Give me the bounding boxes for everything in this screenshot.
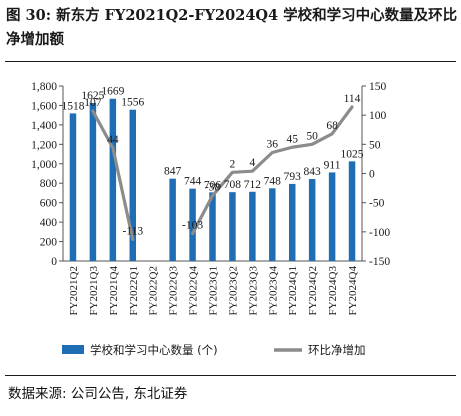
right-tick-label: -150 [369,256,390,268]
line-value-label: 4 [249,157,255,169]
bar-value-label: 1556 [121,97,144,109]
bar [249,191,256,261]
left-tick-label: 1,000 [31,159,57,171]
bar-value-label: 748 [264,175,282,187]
bar-value-label: 708 [224,179,242,191]
bar-value-label: 1669 [101,86,124,98]
category-label: FY2023Q2 [227,266,239,316]
category-label: FY2022Q1 [128,266,140,316]
category-label: FY2022Q3 [168,266,180,316]
category-label: FY2021Q4 [108,266,120,316]
line-value-label: -113 [122,225,143,237]
bar-value-label: 847 [164,166,182,178]
bar-value-label: 793 [284,171,302,183]
left-tick-label: 1,200 [31,139,57,151]
right-tick-label: -100 [369,227,390,239]
left-tick-label: 400 [40,217,58,229]
bar-value-label: 706 [204,179,222,191]
line-value-label: -103 [182,220,203,232]
left-tick-label: 1,400 [31,120,57,132]
combo-chart: 0 200 400 600 800 1,000 1,200 1,400 1,600 1,800 -1… [31,81,390,357]
net-increase-line [190,105,354,236]
right-tick-label: 0 [369,169,375,181]
bar-value-label: 744 [184,176,202,188]
left-tick-label: 1,800 [31,81,57,93]
bar [89,103,97,261]
left-tick-label: 600 [40,198,58,210]
legend-bar-label: 学校和学习中心数量 (个) [90,343,218,357]
right-tick-label: 50 [369,139,381,151]
category-label: FY2023Q3 [247,266,259,316]
category-label: FY2024Q2 [307,266,319,316]
left-tick-label: 200 [40,237,58,249]
category-label: FY2024Q3 [327,266,339,316]
chart-title: 图 30: 新东方 FY2021Q2-FY2024Q4 学校和学习中心数量及环比… [6,7,458,48]
line-value-label: 2 [230,158,236,170]
line-value-label: 45 [286,133,298,145]
bar-value-label: 1025 [341,148,364,160]
category-label: FY2021Q2 [68,266,80,316]
bar-value-label: 712 [244,179,262,191]
category-label: FY2023Q4 [267,266,279,316]
right-tick-label: 150 [369,81,387,93]
bar-value-label: 1518 [61,100,84,112]
line-value-label: -38 [205,182,221,194]
bar [209,192,216,261]
bar [169,178,176,261]
category-label: FY2021Q3 [88,266,100,316]
bar [308,179,316,261]
bar [129,109,137,261]
line-value-label: 114 [344,93,361,105]
bar [69,113,77,261]
bar [328,172,336,261]
legend-line-label: 环比净增加 [308,343,366,357]
bar [229,192,236,261]
bar [109,98,117,261]
title-rule [5,61,456,62]
category-label: FY2022Q2 [148,266,160,316]
line-value-label: 44 [107,134,119,146]
bar-value-label: 1625 [81,90,104,102]
line-value-label: 50 [306,130,318,142]
left-tick-label: 1,600 [31,100,57,112]
bar-value-label: 911 [324,159,341,171]
bar [288,183,296,261]
legend-bar-swatch [62,345,84,354]
left-tick-label: 0 [51,256,57,268]
category-label: FY2024Q4 [347,266,359,316]
line-value-label: 68 [326,120,338,132]
bar [269,188,276,261]
line-value-label: 36 [267,139,279,151]
bar-value-label: 843 [304,166,322,178]
line-value-label: 107 [84,97,102,109]
right-tick-label: 100 [369,110,387,122]
right-tick-label: -50 [369,198,385,210]
category-label: FY2024Q1 [287,266,299,316]
bar [189,188,196,261]
net-increase-line [91,109,135,242]
bar [348,161,356,261]
category-label: FY2023Q1 [208,266,220,316]
left-tick-label: 800 [40,178,58,190]
source-rule [5,375,456,376]
source-note: 数据来源: 公司公告, 东北证券 [8,386,188,402]
category-label: FY2022Q4 [188,266,200,316]
